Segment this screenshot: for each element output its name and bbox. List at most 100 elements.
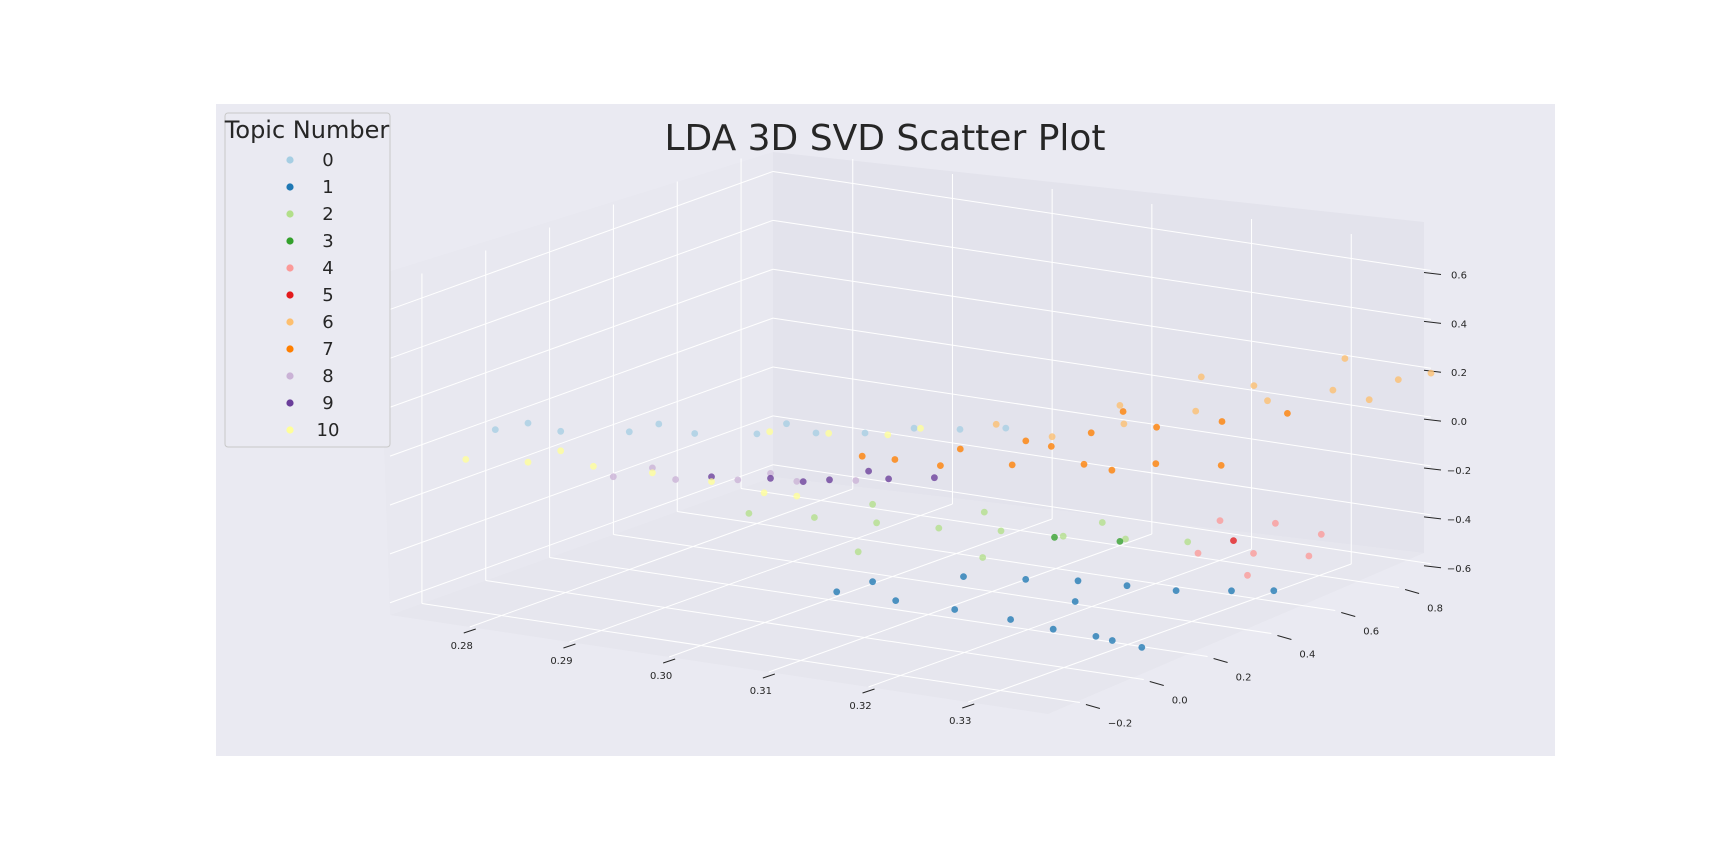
y-tick-mark xyxy=(1213,658,1228,663)
scatter-point-topic-10 xyxy=(524,458,532,466)
scatter-point-topic-9 xyxy=(885,475,892,483)
z-tick-mark xyxy=(1423,320,1442,324)
scatter-point-topic-4 xyxy=(1305,552,1313,560)
legend-label-topic-8: 8 xyxy=(322,366,333,387)
scatter-point-topic-1 xyxy=(1022,576,1030,583)
scatter-point-topic-1 xyxy=(1092,633,1100,640)
scatter-point-topic-7 xyxy=(891,456,899,463)
grid-line-y-floor xyxy=(677,511,1336,611)
scatter-point-topic-1 xyxy=(1108,637,1116,644)
z-tick-label: 0.4 xyxy=(1451,319,1467,330)
scatter-point-topic-6 xyxy=(1048,433,1056,441)
scatter-point-topic-4 xyxy=(1250,550,1257,557)
legend-label-topic-2: 2 xyxy=(322,204,333,225)
z-tick-mark xyxy=(1423,565,1442,569)
z-tick-mark xyxy=(1423,467,1442,471)
floor-pane xyxy=(390,477,1424,714)
scatter-point-topic-1 xyxy=(1228,587,1235,595)
y-tick-label: 0.2 xyxy=(1236,673,1252,684)
legend-label-topic-7: 7 xyxy=(322,339,333,360)
grid-line-z-back xyxy=(772,170,1432,271)
scatter-point-topic-0 xyxy=(557,427,565,435)
legend-label-topic-6: 6 xyxy=(322,312,333,333)
legend-marker-topic-2 xyxy=(286,210,294,218)
x-tick-mark xyxy=(962,703,975,709)
grid-line-x-floor xyxy=(668,518,1053,658)
scatter-point-topic-10 xyxy=(917,424,924,432)
scatter-point-topic-6 xyxy=(1116,402,1124,409)
scatter-point-topic-0 xyxy=(655,420,663,428)
legend-label-topic-0: 0 xyxy=(322,150,333,171)
scatter-point-topic-10 xyxy=(793,492,801,500)
scatter-point-topic-7 xyxy=(1047,443,1055,450)
z-tick-label: 0.6 xyxy=(1451,270,1467,281)
tick-marks xyxy=(463,271,1442,709)
scatter-point-topic-0 xyxy=(861,429,869,437)
scatter-point-topic-6 xyxy=(1365,396,1373,404)
grid-line-z-back xyxy=(772,415,1432,516)
grid-line-z-left xyxy=(389,170,774,310)
legend-label-topic-1: 1 xyxy=(322,177,333,198)
scatter-point-topic-6 xyxy=(1120,420,1128,428)
scatter-point-topic-6 xyxy=(1341,355,1349,362)
grid-line-y-floor xyxy=(421,603,1080,703)
grid-line-x-floor xyxy=(768,533,1153,673)
z-tick-mark xyxy=(1423,516,1442,520)
scatter-point-topic-8 xyxy=(649,464,656,472)
scatter-point-topic-1 xyxy=(951,606,959,613)
grid-line-x-floor xyxy=(868,548,1252,688)
y-tick-mark xyxy=(1149,681,1164,686)
z-tick-label: −0.4 xyxy=(1447,515,1471,526)
x-tick-label: 0.33 xyxy=(949,716,971,727)
scatter-point-topic-0 xyxy=(812,429,820,437)
scatter-point-topic-9 xyxy=(799,478,807,485)
scatter-point-topic-10 xyxy=(462,456,470,463)
z-tick-label: −0.2 xyxy=(1447,466,1471,477)
scatter-point-topic-10 xyxy=(649,469,656,477)
scatter-point-topic-6 xyxy=(1250,382,1258,389)
scatter-point-topic-10 xyxy=(766,428,774,436)
z-tick-label: 0.0 xyxy=(1451,417,1467,428)
x-tick-label: 0.29 xyxy=(550,656,572,667)
scatter-point-topic-1 xyxy=(1071,598,1079,605)
scatter-point-topic-3 xyxy=(1051,533,1058,541)
scatter-point-topic-2 xyxy=(869,500,876,508)
scatter-point-topic-2 xyxy=(980,508,988,516)
scatter-point-topic-2 xyxy=(1059,532,1067,540)
legend-marker-topic-6 xyxy=(286,318,294,326)
scatter-point-topic-8 xyxy=(672,476,679,483)
legend: Topic Number 0 1 2 3 4 5 6 7 8 9 10 xyxy=(224,112,391,448)
legend-marker-topic-10 xyxy=(286,426,294,434)
scatter-point-topic-9 xyxy=(826,476,833,484)
grid-line-z-back xyxy=(772,366,1432,467)
y-tick-mark xyxy=(1341,612,1356,617)
y-tick-label: 0.4 xyxy=(1299,650,1315,661)
x-tick-label: 0.31 xyxy=(750,686,772,697)
scatter-point-topic-2 xyxy=(1098,519,1106,526)
scatter-point-topic-4 xyxy=(1244,571,1251,579)
legend-title: Topic Number xyxy=(224,116,390,144)
axes-panes xyxy=(378,152,1424,714)
scatter-point-topic-0 xyxy=(753,430,761,438)
y-tick-mark xyxy=(1277,635,1292,640)
legend-entries: 0 1 2 3 4 5 6 7 8 9 10 xyxy=(286,150,339,441)
grid-line-y-floor xyxy=(549,557,1208,657)
scatter-point-topic-5 xyxy=(1230,537,1237,544)
scatter-point-topic-8 xyxy=(767,470,774,477)
tick-labels: 0.28 0.29 0.30 0.31 0.32 0.33 −0.2 0.0 0.2 0.4 0.6… xyxy=(451,270,1472,729)
scatter-point-topic-1 xyxy=(1123,582,1131,590)
grid-line-x-floor xyxy=(968,563,1352,703)
scatter-point-topic-7 xyxy=(1108,466,1116,474)
x-tick-mark xyxy=(463,628,476,634)
scatter-point-topic-8 xyxy=(609,473,617,481)
scatter-point-topic-7 xyxy=(1217,462,1225,469)
scatter-point-topic-6 xyxy=(1329,386,1337,394)
grid-line-z-left xyxy=(389,464,774,604)
scatter-point-topic-0 xyxy=(956,426,964,433)
scatter-point-topic-0 xyxy=(783,420,790,428)
y-tick-mark xyxy=(1085,704,1101,709)
scatter-point-topic-3 xyxy=(1116,538,1124,545)
grid-line-y-floor xyxy=(485,580,1144,680)
x-tick-label: 0.32 xyxy=(849,701,871,712)
scatter-point-topic-9 xyxy=(708,473,715,481)
